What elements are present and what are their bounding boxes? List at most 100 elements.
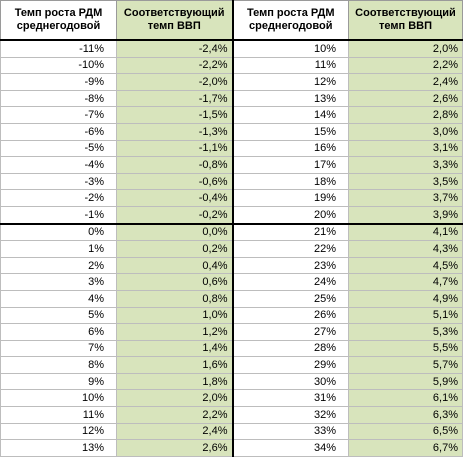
header-text-line1: Соответствующий: [355, 7, 456, 19]
cell-growth-left: -2%: [0, 189, 117, 207]
cell-growth-right: 30%: [232, 372, 349, 391]
cell-gdp-left: 1,4%: [116, 339, 234, 358]
table-row: -4% -0,8% 17% 3,3%: [0, 156, 463, 174]
cell-growth-right: 10%: [232, 39, 349, 58]
header-text-line2: темп ВВП: [147, 20, 201, 32]
cell-gdp-left: 0,8%: [116, 289, 234, 308]
cell-growth-left: 11%: [0, 406, 117, 424]
cell-gdp-right: 6,5%: [348, 422, 463, 441]
cell-gdp-right: 3,3%: [348, 156, 463, 174]
cell-gdp-right: 4,9%: [348, 289, 463, 308]
cell-gdp-left: -0,6%: [116, 172, 234, 191]
cell-gdp-left: -1,3%: [116, 122, 234, 141]
cell-growth-left: 1%: [0, 240, 117, 258]
cell-gdp-right: 4,3%: [348, 240, 463, 258]
cell-gdp-left: 2,0%: [116, 389, 234, 408]
cell-growth-left: 10%: [0, 389, 117, 408]
header-gdp-left: Соответствующий темп ВВП: [116, 0, 234, 41]
cell-gdp-left: 2,6%: [116, 439, 234, 457]
table-row: -8% -1,7% 13% 2,6%: [0, 89, 463, 108]
cell-growth-right: 33%: [232, 422, 349, 441]
cell-gdp-left: -0,4%: [116, 189, 234, 207]
cell-growth-left: 2%: [0, 256, 117, 275]
cell-growth-left: -11%: [0, 39, 117, 58]
cell-growth-right: 13%: [232, 89, 349, 108]
cell-growth-right: 32%: [232, 406, 349, 424]
cell-gdp-left: 1,0%: [116, 306, 234, 325]
cell-gdp-right: 6,7%: [348, 439, 463, 457]
cell-gdp-right: 3,9%: [348, 205, 463, 225]
cell-gdp-left: 0,6%: [116, 273, 234, 291]
cell-growth-left: 7%: [0, 339, 117, 358]
cell-gdp-right: 3,1%: [348, 139, 463, 158]
cell-gdp-left: 2,4%: [116, 422, 234, 441]
cell-growth-right: 29%: [232, 356, 349, 374]
cell-gdp-left: -2,4%: [116, 39, 234, 58]
header-text-line2: темп ВВП: [379, 20, 432, 32]
cell-growth-right: 20%: [232, 205, 349, 225]
header-text-line1: Темп роста РДМ: [14, 7, 103, 19]
cell-growth-right: 14%: [232, 106, 349, 124]
cell-gdp-left: -2,2%: [116, 56, 234, 75]
cell-gdp-left: 0,2%: [116, 240, 234, 258]
cell-growth-left: 13%: [0, 439, 117, 457]
cell-gdp-right: 4,5%: [348, 256, 463, 275]
cell-gdp-left: 1,6%: [116, 356, 234, 374]
cell-gdp-left: 1,2%: [116, 323, 234, 341]
cell-growth-left: -3%: [0, 172, 117, 191]
cell-growth-left: -7%: [0, 106, 117, 124]
table-row: 10% 2,0% 31% 6,1%: [0, 389, 463, 408]
table-row: 8% 1,6% 29% 5,7%: [0, 356, 463, 374]
cell-growth-right: 31%: [232, 389, 349, 408]
cell-gdp-left: -0,2%: [116, 205, 234, 225]
cell-gdp-right: 2,2%: [348, 56, 463, 75]
table-row: 12% 2,4% 33% 6,5%: [0, 422, 463, 441]
cell-growth-right: 26%: [232, 306, 349, 325]
table-row: -1% -0,2% 20% 3,9%: [0, 205, 463, 225]
cell-gdp-right: 6,3%: [348, 406, 463, 424]
cell-growth-left: -10%: [0, 56, 117, 75]
cell-growth-left: 4%: [0, 289, 117, 308]
header-growth-left: Темп роста РДМ среднегодовой: [0, 0, 117, 41]
table-row: -2% -0,4% 19% 3,7%: [0, 189, 463, 207]
cell-gdp-left: -1,5%: [116, 106, 234, 124]
cell-gdp-right: 4,1%: [348, 223, 463, 242]
cell-growth-left: -6%: [0, 122, 117, 141]
cell-gdp-left: -0,8%: [116, 156, 234, 174]
cell-growth-left: 5%: [0, 306, 117, 325]
cell-growth-left: 8%: [0, 356, 117, 374]
cell-gdp-right: 2,6%: [348, 89, 463, 108]
cell-gdp-right: 5,1%: [348, 306, 463, 325]
table-row: 2% 0,4% 23% 4,5%: [0, 256, 463, 275]
cell-growth-right: 19%: [232, 189, 349, 207]
cell-growth-right: 23%: [232, 256, 349, 275]
table-row: -5% -1,1% 16% 3,1%: [0, 139, 463, 158]
header-row: Темп роста РДМ среднегодовой Соответству…: [0, 0, 463, 41]
cell-gdp-left: -1,1%: [116, 139, 234, 158]
cell-gdp-right: 5,3%: [348, 323, 463, 341]
table-row: -10% -2,2% 11% 2,2%: [0, 56, 463, 75]
cell-gdp-left: 0,0%: [116, 223, 234, 242]
cell-gdp-right: 2,4%: [348, 73, 463, 91]
cell-gdp-right: 5,5%: [348, 339, 463, 358]
table-row: -7% -1,5% 14% 2,8%: [0, 106, 463, 124]
cell-gdp-right: 3,7%: [348, 189, 463, 207]
table-row: 3% 0,6% 24% 4,7%: [0, 273, 463, 291]
cell-gdp-left: 0,4%: [116, 256, 234, 275]
cell-gdp-left: 2,2%: [116, 406, 234, 424]
header-text-line1: Темп роста РДМ: [246, 7, 335, 19]
cell-growth-right: 18%: [232, 172, 349, 191]
cell-gdp-right: 2,8%: [348, 106, 463, 124]
cell-growth-left: 3%: [0, 273, 117, 291]
header-growth-right: Темп роста РДМ среднегодовой: [232, 0, 349, 41]
table-row: -11% -2,4% 10% 2,0%: [0, 39, 463, 58]
table-body: -11% -2,4% 10% 2,0% -10% -2,2% 11% 2,2% -9% -2,0%…: [0, 39, 463, 457]
table-row: 9% 1,8% 30% 5,9%: [0, 372, 463, 391]
cell-growth-left: -8%: [0, 89, 117, 108]
cell-gdp-right: 3,5%: [348, 172, 463, 191]
header-text-line2: среднегодовой: [16, 20, 101, 32]
cell-growth-right: 25%: [232, 289, 349, 308]
cell-growth-right: 34%: [232, 439, 349, 457]
cell-gdp-right: 2,0%: [348, 39, 463, 58]
